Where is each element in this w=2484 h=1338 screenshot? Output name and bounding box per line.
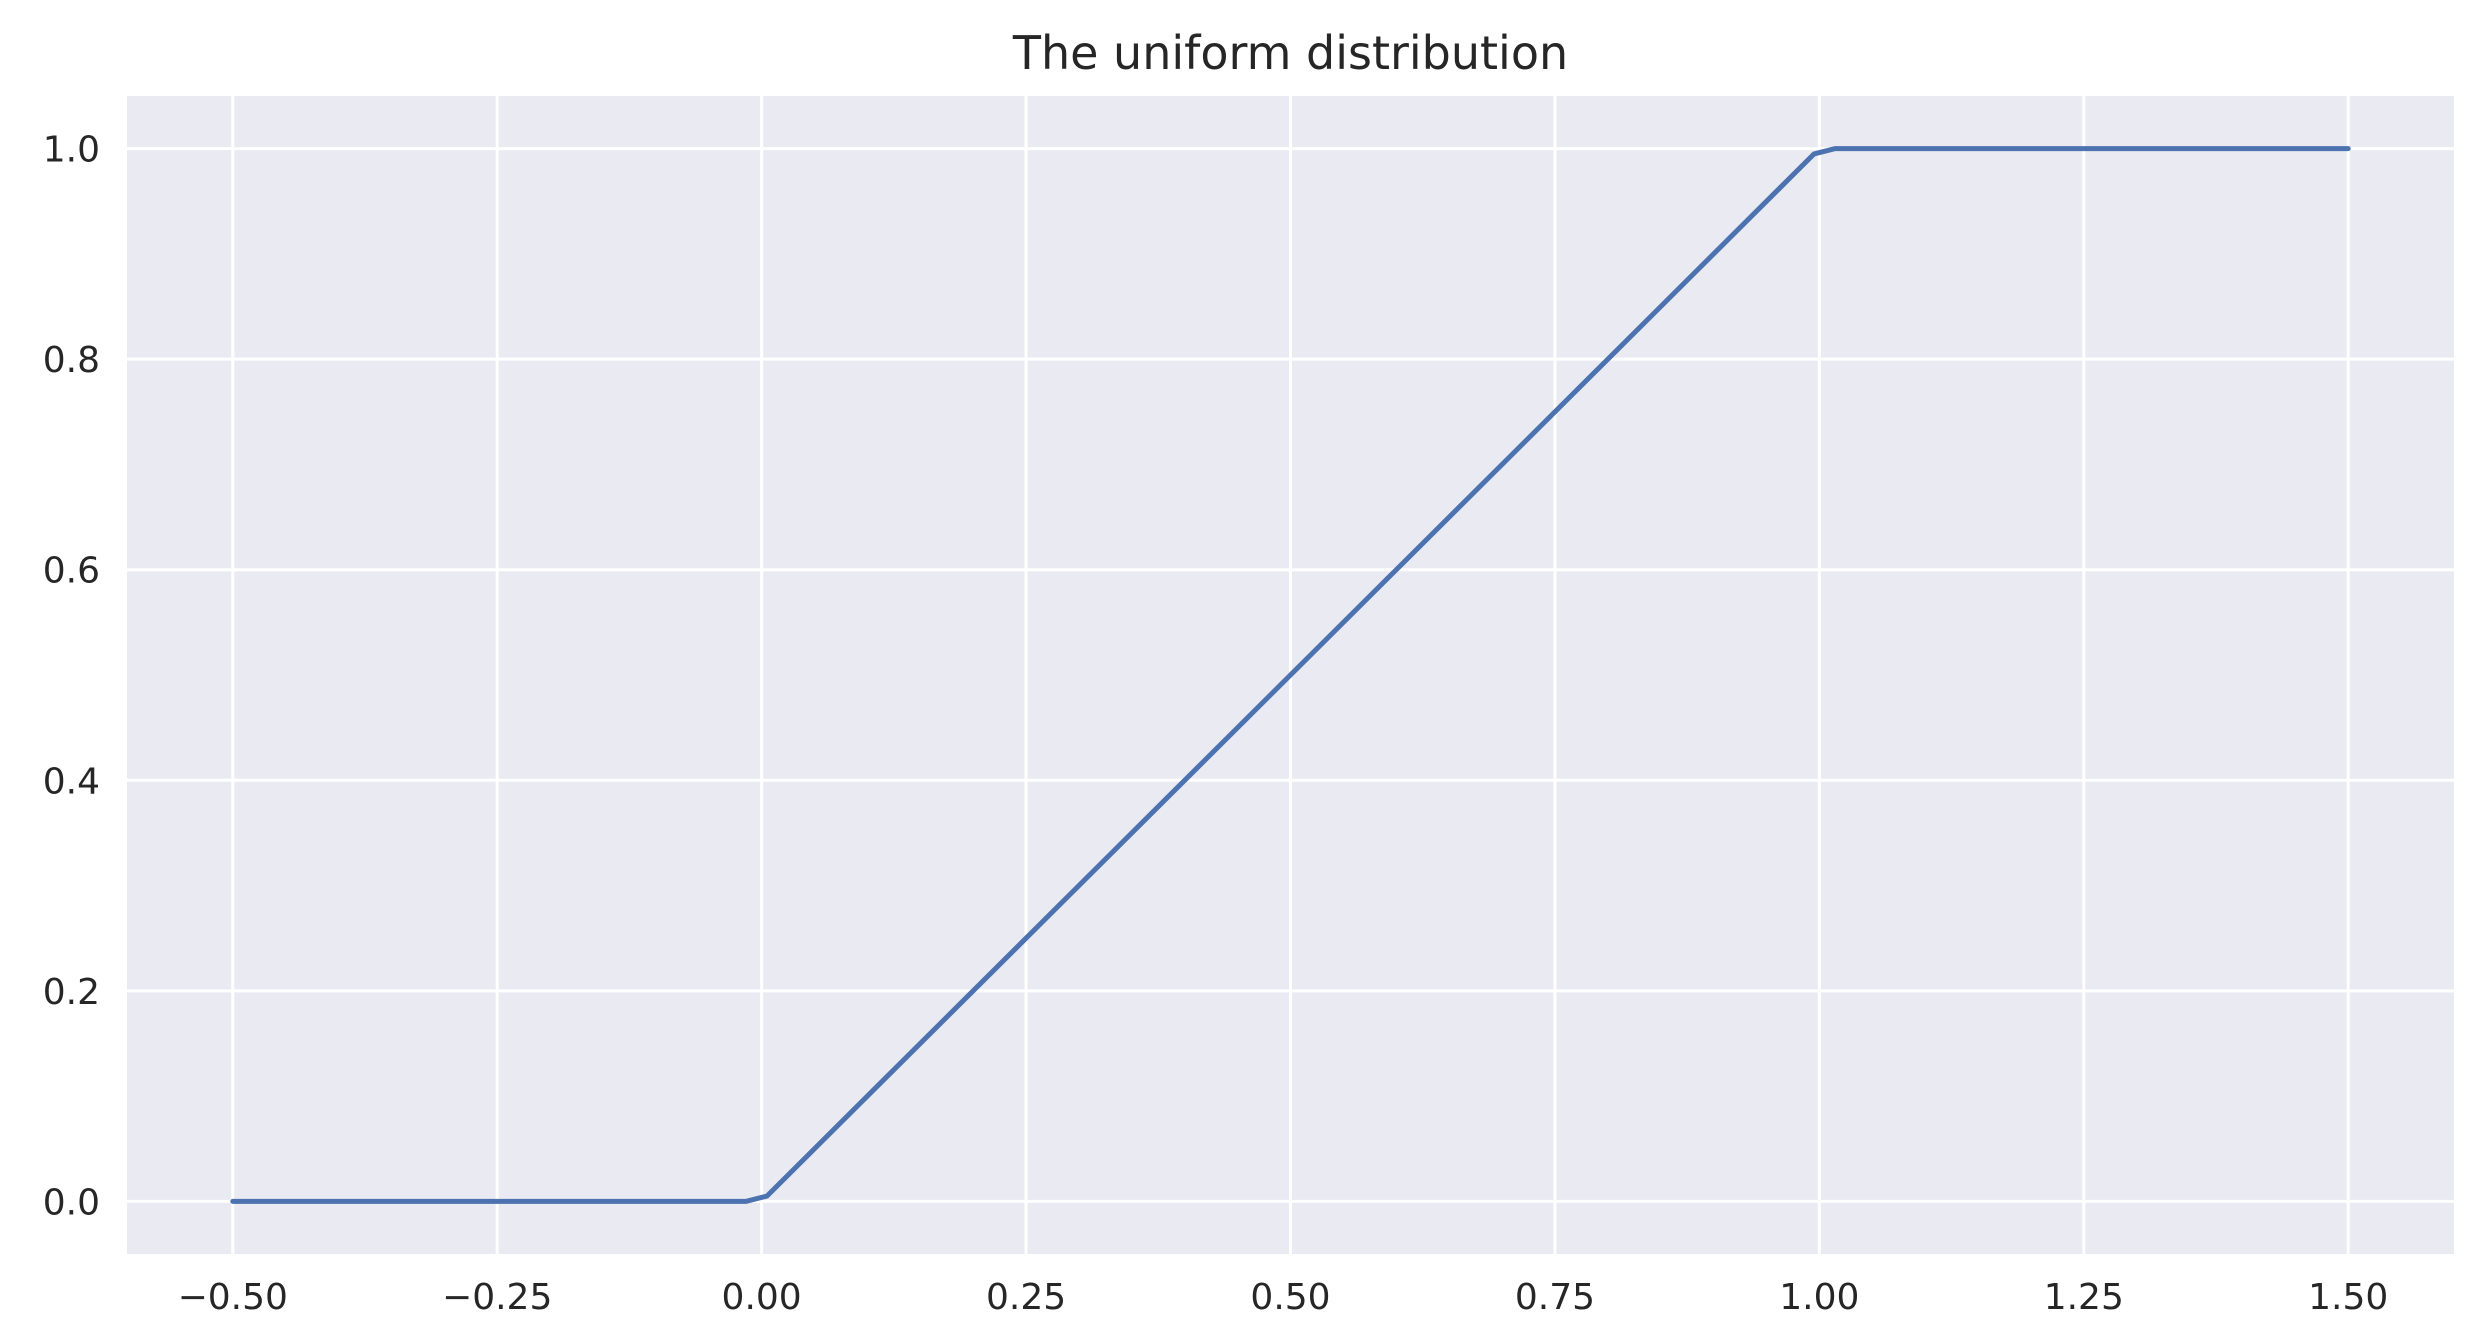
x-tick-label: 0.50	[1250, 1277, 1330, 1318]
x-tick-label: −0.50	[178, 1277, 288, 1318]
y-tick-label: 0.8	[43, 340, 100, 381]
series-line	[230, 146, 2351, 1204]
x-axis-tick-labels: −0.50 −0.25 0.00 0.25 0.50 0.75 1.00 1.25 1.50	[178, 1277, 2389, 1318]
y-tick-label: 0.4	[43, 761, 100, 802]
y-axis-tick-labels: 0.0 0.2 0.4 0.6 0.8 1.0	[43, 130, 100, 1224]
y-tick-label: 1.0	[43, 130, 100, 171]
x-tick-label: 1.25	[2044, 1277, 2124, 1318]
x-tick-label: 0.25	[986, 1277, 1066, 1318]
grid-lines	[127, 96, 2454, 1254]
series-layer	[230, 146, 2351, 1204]
x-tick-label: −0.25	[442, 1277, 552, 1318]
x-tick-label: 0.00	[722, 1277, 802, 1318]
x-tick-label: 0.75	[1515, 1277, 1595, 1318]
y-tick-label: 0.2	[43, 972, 100, 1013]
y-tick-label: 0.0	[43, 1182, 100, 1223]
y-tick-label: 0.6	[43, 551, 100, 592]
x-tick-label: 1.00	[1779, 1277, 1859, 1318]
x-tick-label: 1.50	[2308, 1277, 2388, 1318]
chart-title: The uniform distribution	[1012, 26, 1568, 80]
